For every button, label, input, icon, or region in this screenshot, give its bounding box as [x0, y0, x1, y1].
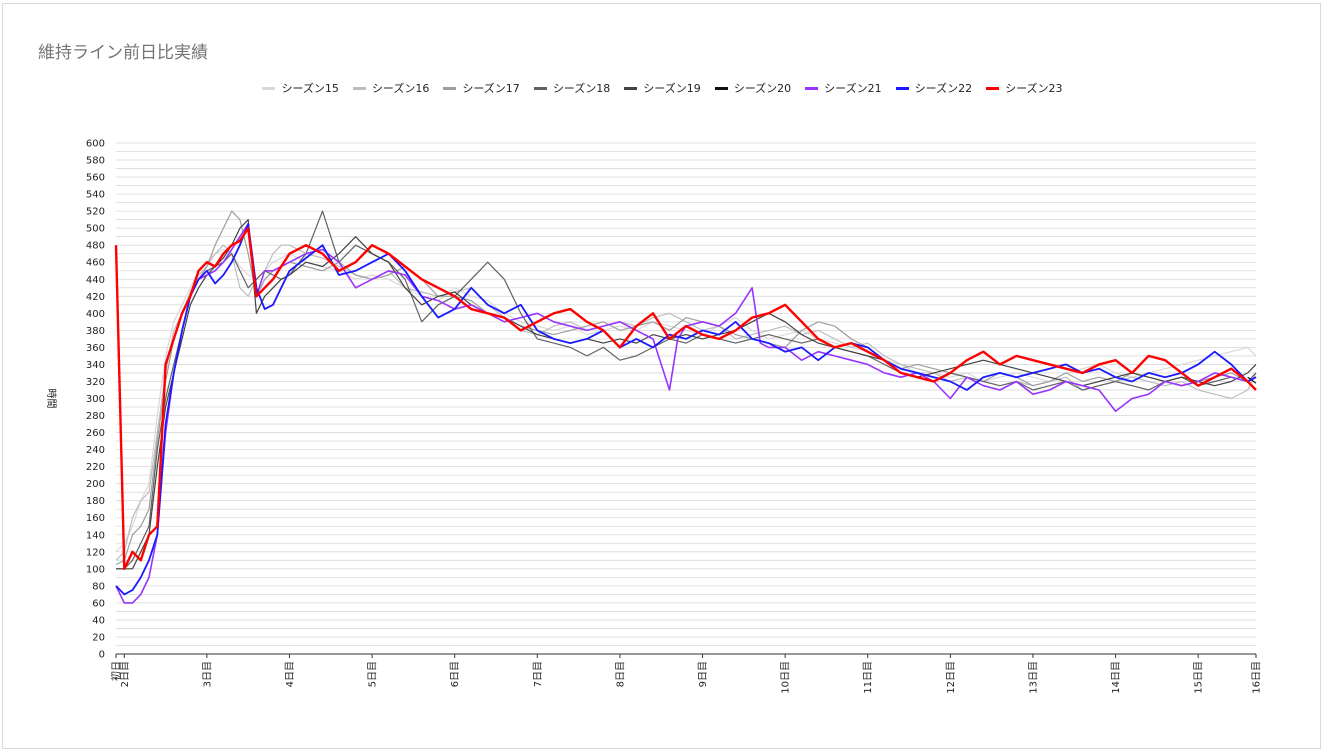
x-tick-label: 7日目 — [533, 661, 544, 687]
y-tick-label: 300 — [86, 394, 105, 405]
x-tick-label: 6日目 — [450, 661, 461, 687]
legend-swatch — [443, 86, 457, 90]
chart-title: 維持ライン前日比実績 — [38, 43, 208, 63]
series-line — [116, 219, 1257, 570]
y-tick-label: 560 — [86, 173, 105, 184]
y-tick-label: 280 — [86, 411, 105, 422]
legend-label: シーズン19 — [643, 82, 701, 95]
y-tick-label: 20 — [92, 632, 105, 643]
y-tick-label: 180 — [86, 496, 105, 507]
y-tick-label: 360 — [86, 343, 105, 354]
series-line — [115, 248, 1257, 553]
x-tick-label: 3日目 — [202, 661, 213, 687]
y-tick-label: 600 — [86, 139, 105, 150]
legend-swatch — [986, 86, 1000, 90]
x-tick-label: 4日目 — [285, 661, 296, 687]
y-tick-label: 200 — [86, 479, 105, 490]
y-tick-label: 120 — [86, 547, 105, 558]
y-axis-label: 時間 — [45, 389, 57, 409]
x-tick-label: 9日目 — [698, 661, 709, 687]
x-tick-label: 15日目 — [1194, 661, 1205, 694]
series-lines — [114, 210, 1257, 604]
y-tick-label: 160 — [86, 513, 105, 524]
x-tick-label: 初日 — [110, 661, 123, 681]
y-tick-label: 420 — [86, 292, 105, 303]
legend-swatch — [714, 86, 728, 90]
x-tick-label: 10日目 — [781, 661, 792, 694]
chart-frame — [2, 3, 1321, 749]
legend-label: シーズン22 — [914, 82, 973, 95]
y-tick-label: 500 — [86, 224, 105, 235]
legend-label: シーズン15 — [281, 82, 339, 95]
x-tick-label: 12日目 — [946, 661, 957, 694]
legend-swatch — [624, 86, 638, 90]
y-tick-label: 480 — [86, 241, 105, 252]
legend-item[interactable]: シーズン19 — [624, 80, 701, 96]
x-tick-label: 14日目 — [1111, 661, 1122, 694]
chart-legend: シーズン15 シーズン16 シーズン17 シーズン18 シーズン19 シーズン20 シーズン… — [0, 80, 1325, 96]
x-tick-label: 16日目 — [1252, 661, 1263, 694]
y-tick-label: 260 — [86, 428, 105, 439]
legend-item[interactable]: シーズン22 — [895, 80, 973, 96]
y-tick-label: 580 — [86, 156, 105, 167]
y-axis-ticks: 0 20 40 60 80 100 120 140 160 180 200 220 240 260 280 3… — [86, 139, 105, 661]
series-line — [115, 210, 1257, 566]
y-tick-label: 40 — [92, 615, 105, 626]
y-tick-label: 240 — [86, 445, 105, 456]
legend-label: シーズン16 — [371, 82, 430, 95]
y-tick-label: 140 — [86, 530, 105, 541]
legend-item[interactable]: シーズン20 — [714, 80, 792, 96]
x-tick-label: 5日目 — [368, 661, 379, 687]
y-tick-label: 100 — [86, 564, 105, 575]
legend-item[interactable]: シーズン16 — [352, 80, 430, 96]
y-tick-label: 440 — [86, 275, 105, 286]
legend-item[interactable]: シーズン23 — [986, 80, 1063, 96]
legend-label: シーズン21 — [824, 82, 882, 95]
y-tick-label: 60 — [92, 598, 105, 609]
legend-item[interactable]: シーズン21 — [805, 80, 882, 96]
y-tick-label: 340 — [86, 360, 105, 371]
series-line — [115, 244, 1257, 561]
x-tick-label: 13日目 — [1028, 661, 1039, 694]
y-tick-label: 80 — [92, 581, 105, 592]
series-line — [114, 226, 1257, 570]
legend-label: シーズン17 — [462, 82, 520, 95]
y-tick-label: 0 — [99, 650, 105, 661]
x-tick-label: 2日目 — [120, 661, 131, 687]
legend-item[interactable]: シーズン15 — [262, 80, 339, 96]
legend-label: シーズン20 — [733, 82, 792, 95]
legend-item[interactable]: シーズン18 — [533, 80, 611, 96]
series-line — [115, 223, 1257, 604]
y-tick-label: 380 — [86, 326, 105, 337]
y-tick-label: 400 — [86, 309, 105, 320]
y-tick-label: 520 — [86, 207, 105, 218]
legend-swatch — [352, 86, 366, 90]
y-tick-label: 320 — [86, 377, 105, 388]
legend-label: シーズン23 — [1005, 82, 1063, 95]
x-tick-label: 11日目 — [863, 661, 874, 694]
legend-swatch — [262, 86, 276, 90]
y-tick-label: 540 — [86, 190, 105, 201]
legend-swatch — [533, 86, 547, 90]
legend-item[interactable]: シーズン17 — [443, 80, 520, 96]
legend-swatch — [805, 86, 819, 90]
y-tick-label: 220 — [86, 462, 105, 473]
gridlines — [116, 142, 1256, 655]
y-tick-label: 460 — [86, 258, 105, 269]
x-tick-label: 8日目 — [615, 661, 626, 687]
legend-label: シーズン18 — [552, 82, 611, 95]
legend-swatch — [895, 86, 909, 90]
